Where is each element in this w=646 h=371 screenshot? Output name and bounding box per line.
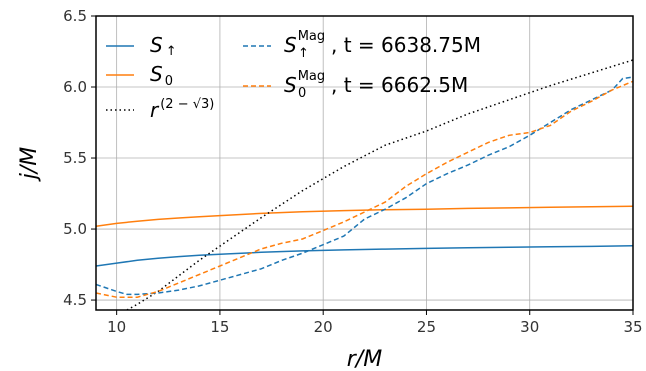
x-tick-label: 10 (107, 318, 126, 336)
series-line-1 (96, 205, 633, 227)
y-tick-label: 4.5 (63, 291, 87, 309)
series-line-0 (96, 245, 633, 267)
y-tick-label: 5.5 (63, 149, 87, 167)
tick-marks (91, 15, 634, 315)
y-axis-label: j/M (17, 147, 42, 183)
series-line-4 (96, 80, 633, 298)
x-tick-label: 25 (417, 318, 436, 336)
x-tick-label: 30 (520, 318, 539, 336)
legend-label-s0-mag: SMag 0, t = 6662.5M (284, 69, 468, 101)
legend-item-s0-mag: SMag 0, t = 6662.5M (243, 69, 468, 101)
tick-labels: 10 15 20 25 30 35 4.5 5.0 5.5 6.0 6.5 (63, 7, 642, 336)
x-axis-label: r/M (347, 347, 382, 371)
x-tick-label: 20 (314, 318, 333, 336)
x-tick-label: 35 (623, 318, 642, 336)
x-tick-label: 15 (210, 318, 229, 336)
legend-label-s-up-mag: SMag ↑, t = 6638.75M (284, 29, 481, 61)
legend-label-power-law: r (2 − √3) (150, 97, 214, 122)
legend-item-s-up-mag: SMag ↑, t = 6638.75M (243, 29, 481, 61)
legend-label-s-up: S ↑ (150, 33, 177, 59)
legend-item-power-law: r (2 − √3) (106, 97, 214, 122)
y-tick-label: 6.0 (63, 78, 87, 96)
y-tick-label: 5.0 (63, 220, 87, 238)
series-lines (96, 59, 633, 310)
plot-frame (95, 15, 634, 311)
grid (96, 15, 634, 310)
y-tick-label: 6.5 (63, 7, 87, 25)
legend-item-s-up: S ↑ (106, 33, 177, 59)
